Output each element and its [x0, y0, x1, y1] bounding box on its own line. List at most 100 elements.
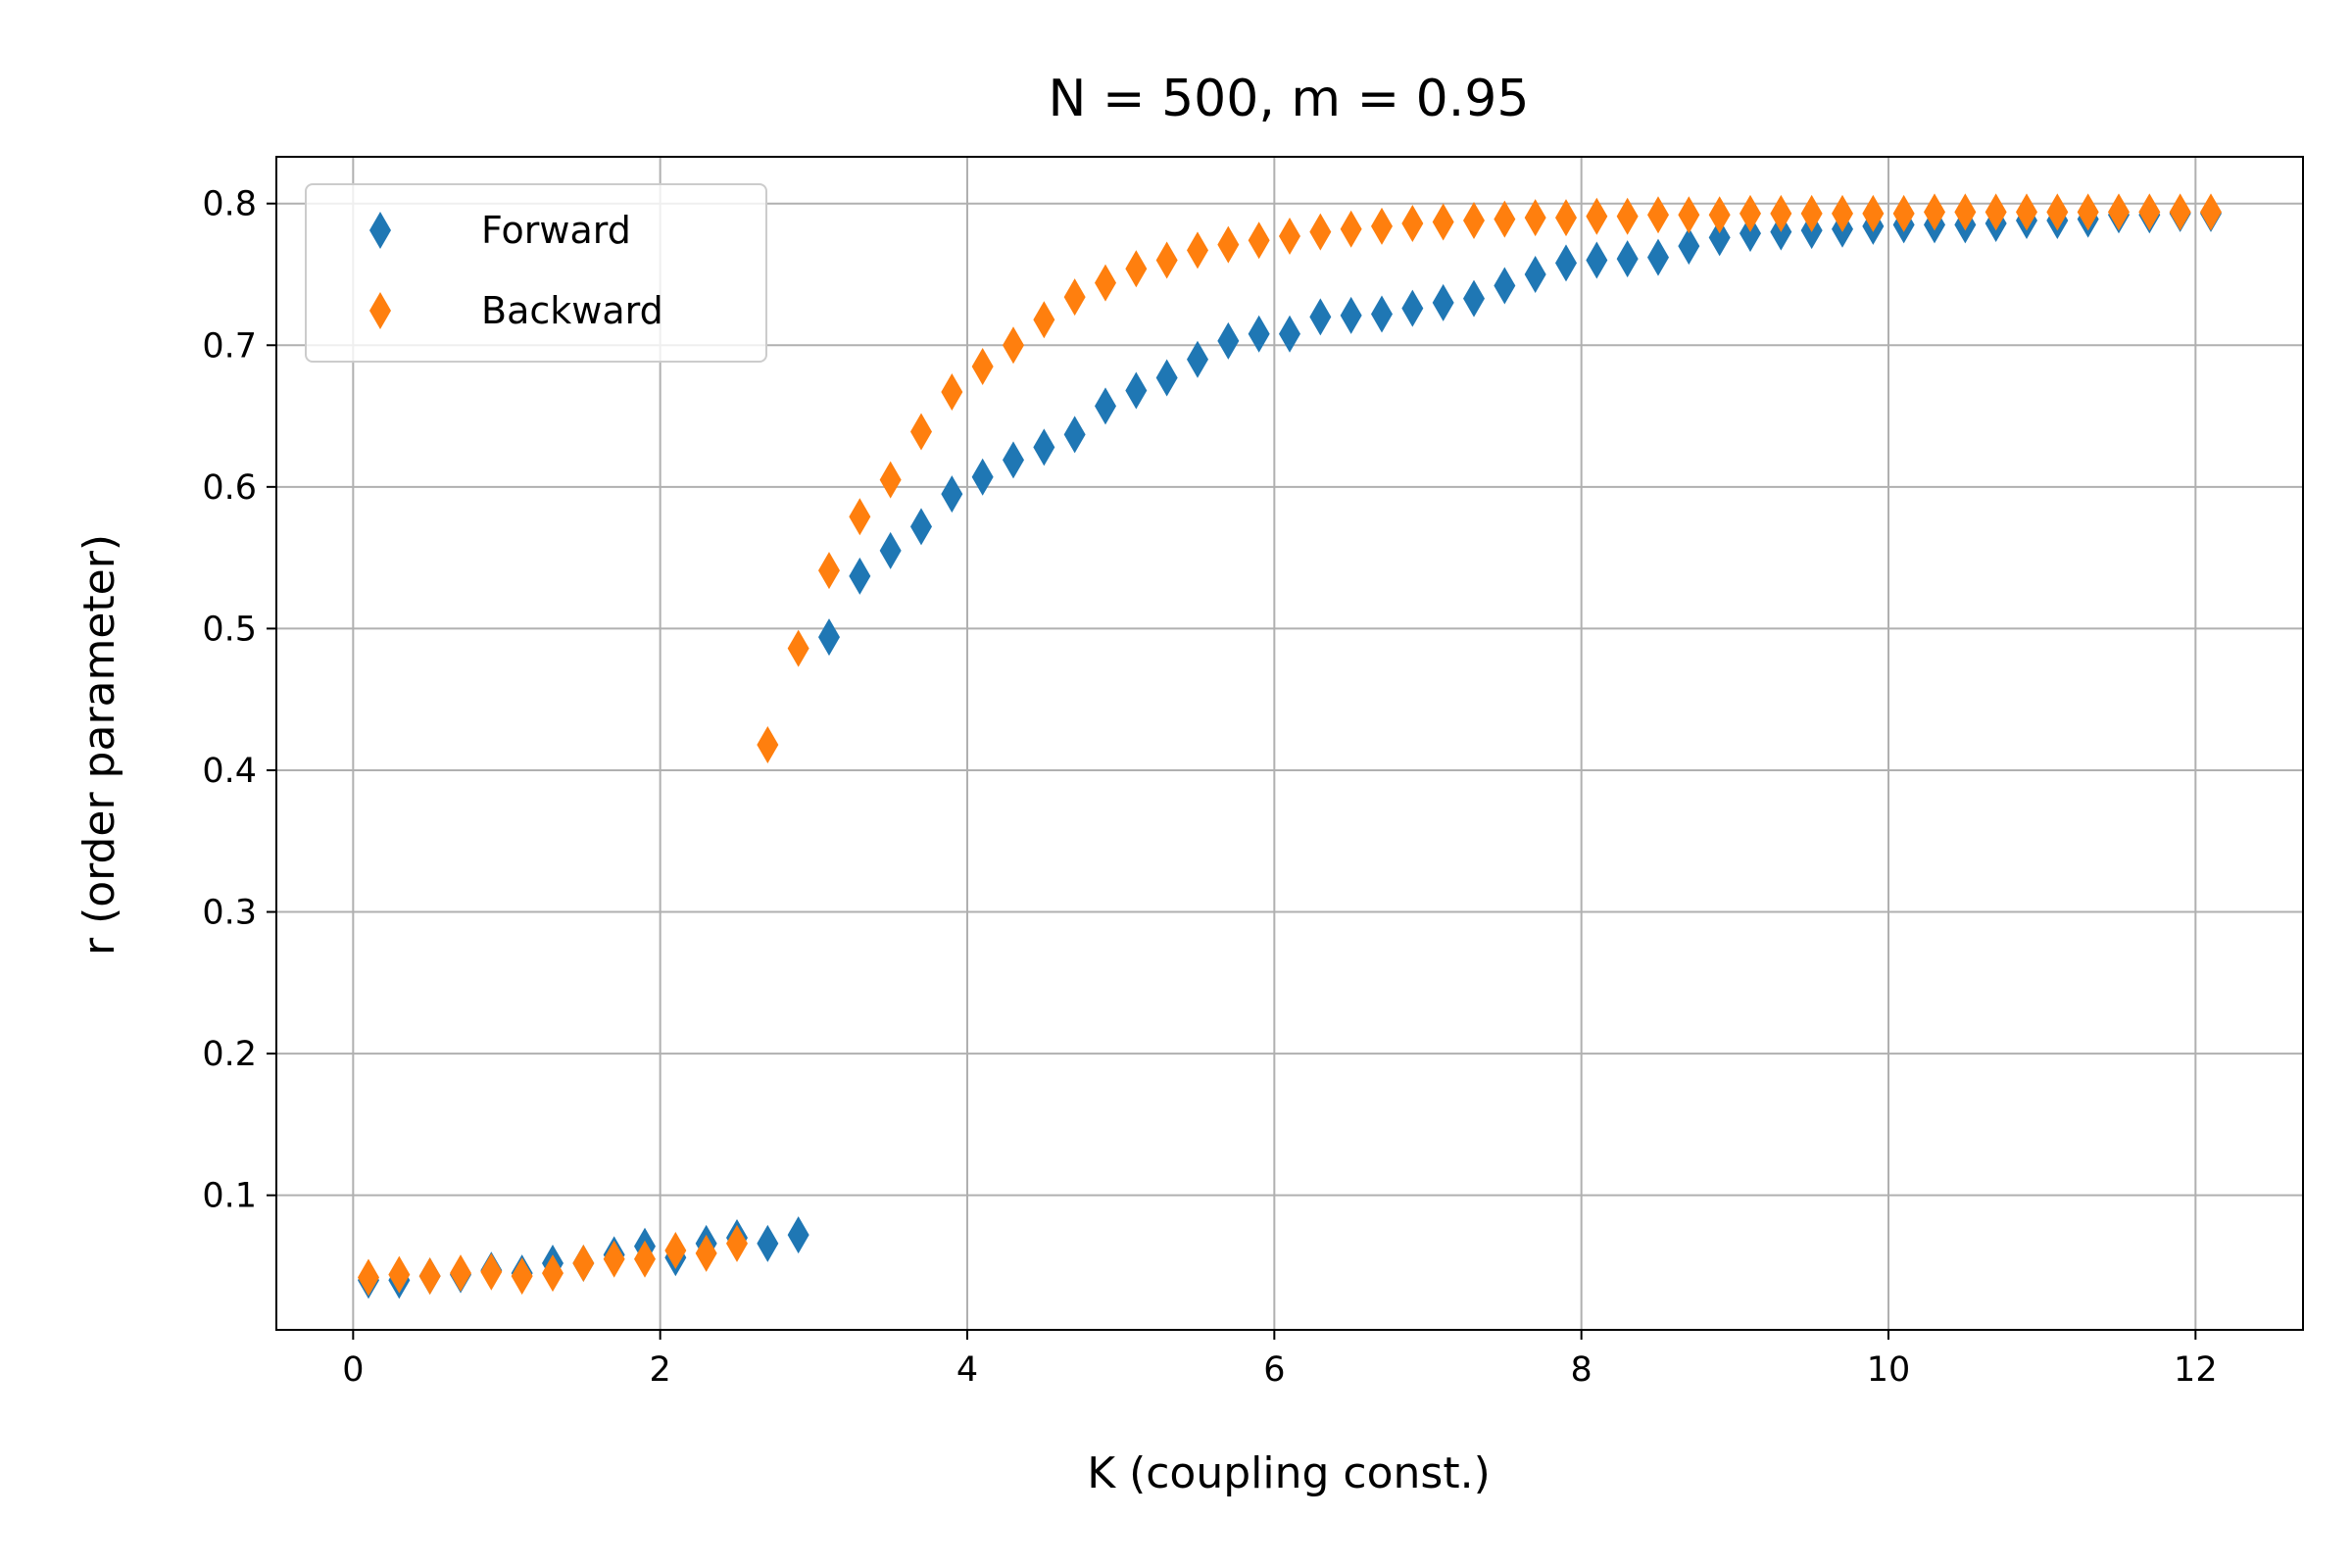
- forward-point: [787, 1216, 809, 1254]
- backward-point: [603, 1240, 625, 1278]
- forward-point: [1740, 215, 1761, 253]
- backward-point: [2077, 193, 2099, 231]
- forward-point: [971, 458, 994, 496]
- backward-point: [1187, 231, 1208, 270]
- x-tick-label: 10: [1867, 1350, 1911, 1390]
- y-tick-label: 0.1: [202, 1177, 257, 1216]
- x-tick-label: 4: [956, 1350, 978, 1390]
- backward-point: [1740, 194, 1761, 232]
- backward-point: [1984, 193, 2007, 231]
- backward-point: [1616, 197, 1639, 235]
- legend: Forward Backward: [305, 183, 767, 363]
- backward-point: [1800, 194, 1823, 232]
- backward-point: [1033, 301, 1055, 339]
- y-axis: 0.1 0.2 0.3 0.4 0.5 0.6 0.7 0.8: [202, 185, 276, 1216]
- x-tick-label: 0: [342, 1350, 364, 1390]
- x-tick-label: 6: [1263, 1350, 1285, 1390]
- forward-point: [1095, 387, 1116, 425]
- forward-point: [1494, 267, 1516, 305]
- legend-label-backward: Backward: [481, 289, 663, 332]
- backward-point: [2016, 193, 2037, 231]
- forward-point: [1003, 441, 1024, 479]
- backward-point: [757, 725, 779, 763]
- forward-point: [1371, 295, 1393, 333]
- backward-point: [1524, 199, 1546, 237]
- backward-point: [787, 629, 809, 667]
- forward-point: [1279, 315, 1300, 353]
- backward-point: [941, 372, 963, 411]
- backward-point: [480, 1252, 503, 1291]
- y-tick-label: 0.3: [202, 894, 257, 933]
- backward-point: [1678, 196, 1700, 234]
- backward-point: [1924, 193, 1945, 231]
- backward-point: [1494, 200, 1516, 238]
- y-axis-title: r (order parameter): [74, 534, 124, 956]
- forward-point: [941, 475, 963, 514]
- backward-point: [1340, 210, 1362, 248]
- backward-point: [1832, 194, 1853, 232]
- forward-point: [1217, 321, 1240, 360]
- chart-title: N = 500, m = 0.95: [1049, 70, 1530, 128]
- backward-point: [1586, 197, 1608, 235]
- forward-point: [879, 531, 902, 569]
- axes-frame: [275, 156, 2304, 1331]
- forward-point: [1432, 283, 1454, 321]
- forward-point: [1187, 340, 1208, 378]
- forward-point: [1555, 244, 1577, 282]
- forward-point: [818, 618, 840, 657]
- backward-point: [1309, 213, 1332, 251]
- forward-point: [1155, 359, 1178, 397]
- forward-point: [1647, 238, 1669, 276]
- y-tick-label: 0.4: [202, 752, 257, 791]
- x-tick-label: 2: [650, 1350, 671, 1390]
- backward-point: [1155, 241, 1178, 279]
- backward-point: [849, 498, 871, 536]
- backward-point: [2138, 193, 2161, 231]
- forward-point: [1125, 371, 1148, 410]
- legend-label-forward: Forward: [481, 209, 631, 252]
- backward-point: [572, 1245, 595, 1283]
- backward-point: [910, 413, 932, 451]
- backward-point: [1770, 194, 1792, 232]
- forward-point: [1616, 240, 1639, 278]
- y-tick-label: 0.5: [202, 610, 257, 649]
- forward-point: [1524, 255, 1546, 293]
- backward-point: [2200, 193, 2222, 231]
- forward-point: [1063, 416, 1086, 454]
- backward-point: [1371, 207, 1393, 245]
- forward-point: [1708, 219, 1731, 257]
- backward-point: [1892, 194, 1915, 232]
- plot-area: [358, 193, 2222, 1299]
- backward-point: [1708, 196, 1731, 234]
- backward-point: [1862, 194, 1885, 232]
- backward-point: [1095, 264, 1116, 302]
- backward-point: [726, 1224, 748, 1262]
- forward-point: [1401, 289, 1424, 327]
- forward-point: [849, 557, 871, 595]
- y-tick-label: 0.6: [202, 468, 257, 508]
- backward-point: [634, 1240, 656, 1278]
- backward-point: [695, 1234, 717, 1272]
- backward-point: [1954, 193, 1977, 231]
- forward-point: [910, 508, 932, 546]
- backward-point: [511, 1257, 533, 1296]
- x-axis: 0 2 4 6 8 10 12: [342, 1330, 2218, 1390]
- forward-point: [1248, 315, 1270, 353]
- legend-marker-forward: [369, 212, 391, 249]
- backward-point: [1003, 326, 1024, 365]
- forward-point: [1678, 227, 1700, 266]
- series-backward: [358, 193, 2222, 1297]
- forward-point: [1586, 241, 1608, 279]
- backward-point: [879, 461, 902, 499]
- backward-point: [2169, 193, 2191, 231]
- legend-marker-backward: [369, 292, 391, 329]
- backward-point: [971, 347, 994, 385]
- backward-point: [1217, 225, 1240, 264]
- backward-point: [1401, 204, 1424, 242]
- backward-point: [2108, 193, 2130, 231]
- backward-point: [1463, 202, 1485, 240]
- forward-point: [1033, 428, 1055, 466]
- backward-point: [388, 1255, 411, 1294]
- backward-point: [450, 1254, 471, 1293]
